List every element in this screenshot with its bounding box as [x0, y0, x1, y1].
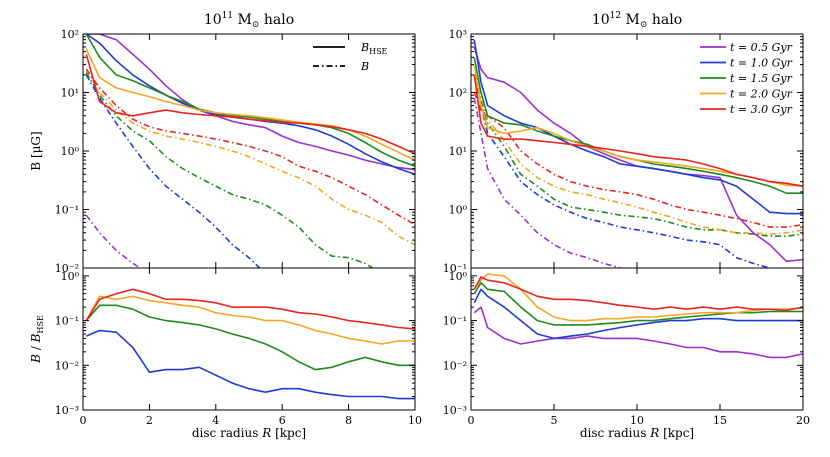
legend-label: t = 1.5 Gyr	[730, 72, 793, 85]
ylabel-b: B	[29, 354, 43, 364]
xtick-label: 2	[146, 414, 153, 427]
bhse-line	[473, 39, 803, 215]
ytick-label: 10⁻¹	[55, 204, 79, 217]
xtick-label: 4	[212, 414, 219, 427]
ytick-label: 10⁻³	[443, 404, 467, 417]
xtick-label: 10	[408, 414, 422, 427]
b-line	[473, 92, 803, 228]
ratio-line	[85, 329, 415, 400]
xlabel-post: [kpc]	[271, 426, 306, 440]
bhse-line	[86, 34, 415, 171]
title-part: 10	[204, 12, 222, 28]
x-axis-label: disc radius R [kpc]	[192, 426, 306, 440]
b-line	[473, 98, 621, 268]
xtick-label: 0	[80, 414, 87, 427]
ratio-line	[473, 276, 803, 312]
ratio-line	[473, 273, 803, 322]
ytick-label: 10³	[449, 28, 467, 41]
title-part: M	[233, 12, 252, 28]
ytick-label: 10⁻²	[55, 359, 79, 372]
legend-label: t = 0.5 Gyr	[730, 41, 793, 54]
panel-top-right: 10⁻¹ 10⁰ 10¹ 10² 10³ 1012 M⊙ halo t = 0.5 Gyr t…	[443, 11, 804, 275]
ratio-line	[473, 281, 803, 326]
xtick-label: 5	[551, 414, 558, 427]
ytick-label: 10¹	[449, 145, 467, 158]
legend-sub: HSE	[369, 47, 387, 56]
ytick-label: 10⁰	[449, 270, 468, 283]
panel-bottom-right: 10⁻³ 10⁻² 10⁻¹ 10⁰ 0 5 10 15 20 disc radius R [kp…	[443, 267, 810, 440]
ratio-line	[85, 288, 415, 330]
xlabel-var: R	[261, 426, 271, 440]
bhse-line	[85, 34, 415, 176]
bhse-line	[473, 74, 803, 187]
xtick-label: 20	[796, 414, 810, 427]
xtick-label: 0	[468, 414, 475, 427]
axes-frame	[82, 267, 416, 411]
ytick-label: 10⁰	[449, 204, 468, 217]
ytick-label: 10²	[449, 87, 467, 100]
b-line	[473, 74, 771, 268]
ylabel-sub: HSE	[36, 315, 45, 333]
xlabel-var: R	[649, 426, 659, 440]
ytick-label: 10⁻¹	[443, 262, 467, 275]
title-part: M	[621, 12, 640, 28]
legend-label: t = 1.0 Gyr	[730, 57, 793, 70]
panel-title: 1012 M⊙ halo	[592, 11, 682, 30]
ytick-label: 10⁰	[61, 270, 80, 283]
ylabel-b2: B	[29, 333, 43, 343]
legend-label: BHSE	[360, 41, 388, 56]
title-part: ⊙	[252, 20, 260, 30]
ratio-line	[473, 288, 803, 340]
xtick-label: 15	[713, 414, 727, 427]
ytick-label: 10¹	[61, 87, 79, 100]
ratio-line	[473, 306, 803, 359]
ratio-line	[85, 304, 415, 371]
xtick-label: 10	[630, 414, 644, 427]
b-line	[85, 68, 415, 246]
b-line	[85, 72, 375, 268]
ytick-label: 10⁻¹	[55, 315, 79, 328]
title-part: halo	[647, 12, 682, 28]
ytick-label: 10⁰	[61, 145, 80, 158]
legend-label: B	[360, 60, 369, 73]
bhse-line	[85, 34, 415, 167]
title-part: ⊙	[640, 20, 648, 30]
panel-title: 1011 M⊙ halo	[204, 11, 294, 30]
legend-text: B	[360, 41, 369, 54]
title-part: 12	[610, 11, 621, 21]
xlabel-pre: disc radius	[580, 426, 650, 440]
bhse-line	[85, 54, 415, 155]
title-part: 11	[222, 11, 233, 21]
xtick-label: 6	[279, 414, 286, 427]
b-line	[473, 74, 803, 235]
legend-text: B	[360, 60, 369, 73]
xtick-label: 8	[345, 414, 352, 427]
b-line	[85, 214, 142, 268]
xlabel-pre: disc radius	[192, 426, 262, 440]
ytick-label: 10⁻²	[443, 359, 467, 372]
y-axis-label: B / BHSE	[29, 315, 45, 364]
legend-label: t = 2.0 Gyr	[730, 88, 793, 101]
x-axis-label: disc radius R [kpc]	[580, 426, 694, 440]
title-part: 10	[592, 12, 610, 28]
ytick-label: 10²	[61, 28, 79, 41]
ytick-label: 10⁻¹	[443, 315, 467, 328]
ylabel-slash: /	[29, 342, 43, 354]
ratio-line	[85, 295, 415, 345]
bhse-line	[85, 48, 415, 161]
legend-label: t = 3.0 Gyr	[730, 103, 793, 116]
ytick-label: 10⁻²	[55, 262, 79, 275]
title-part: halo	[259, 12, 294, 28]
y-axis-label: B [μG]	[29, 131, 43, 170]
xlabel-post: [kpc]	[659, 426, 694, 440]
bhse-line	[473, 46, 803, 263]
ytick-label: 10⁻³	[55, 404, 79, 417]
